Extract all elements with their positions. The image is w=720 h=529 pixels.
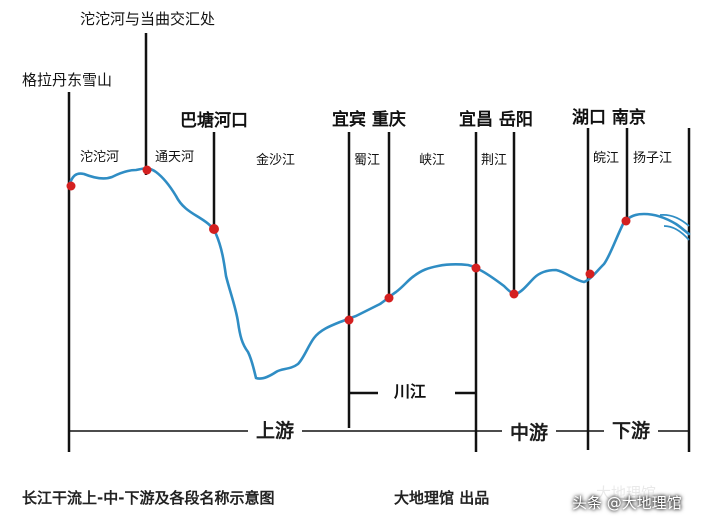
label-river-tuotuo: 沱沱河 — [80, 150, 120, 165]
node-chongqing — [384, 293, 394, 303]
platform-credit: 头条 @大地理馆 — [572, 494, 682, 512]
node-source-mountain — [66, 181, 76, 191]
watermark-ghost-text: 大地理馆 — [596, 484, 657, 502]
label-river-tongtian: 通天河 — [155, 150, 195, 165]
label-segment-lower: 下游 — [604, 419, 659, 444]
footer-title: 长江干流上-中-下游及各段名称示意图 — [22, 489, 275, 507]
label-river-wan: 皖江 — [593, 151, 620, 166]
estuary-channel-upper — [659, 213, 690, 227]
label-river-xia: 峡江 — [419, 153, 446, 168]
divider-lines — [67, 33, 691, 452]
node-hukou — [585, 269, 595, 279]
estuary-channel-lower — [663, 225, 690, 241]
footer-publisher: 大地理馆 出品 — [394, 489, 490, 507]
estuary-delta — [659, 213, 690, 241]
label-source-mountain: 格拉丹东雪山 — [22, 71, 113, 89]
river-nodes — [66, 165, 631, 325]
label-yibin-chongqing: 宜宾 重庆 — [332, 110, 406, 130]
node-yueyang — [509, 289, 519, 299]
label-river-jinsha: 金沙江 — [256, 153, 296, 168]
node-source-junction — [142, 165, 152, 175]
label-segment-chuanjiang: 川江 — [386, 384, 435, 400]
label-river-yangtze: 扬子江 — [633, 151, 673, 166]
label-batang-river-mouth: 巴塘河口 — [180, 111, 248, 131]
label-yichang-yueyang: 宜昌 岳阳 — [459, 110, 533, 130]
label-source-junction: 沱沱河与当曲交汇处 — [80, 10, 216, 28]
node-yichang — [471, 263, 481, 273]
yangtze-river-path — [67, 167, 691, 380]
label-river-jing: 荆江 — [481, 153, 508, 168]
label-river-shu: 蜀江 — [354, 153, 381, 168]
label-hukou-nanjing: 湖口 南京 — [572, 108, 646, 128]
label-segment-upper: 上游 — [248, 419, 303, 444]
node-yibin — [344, 315, 354, 325]
node-batang — [209, 224, 219, 234]
label-segment-middle: 中游 — [502, 421, 557, 446]
node-nanjing — [621, 216, 631, 226]
